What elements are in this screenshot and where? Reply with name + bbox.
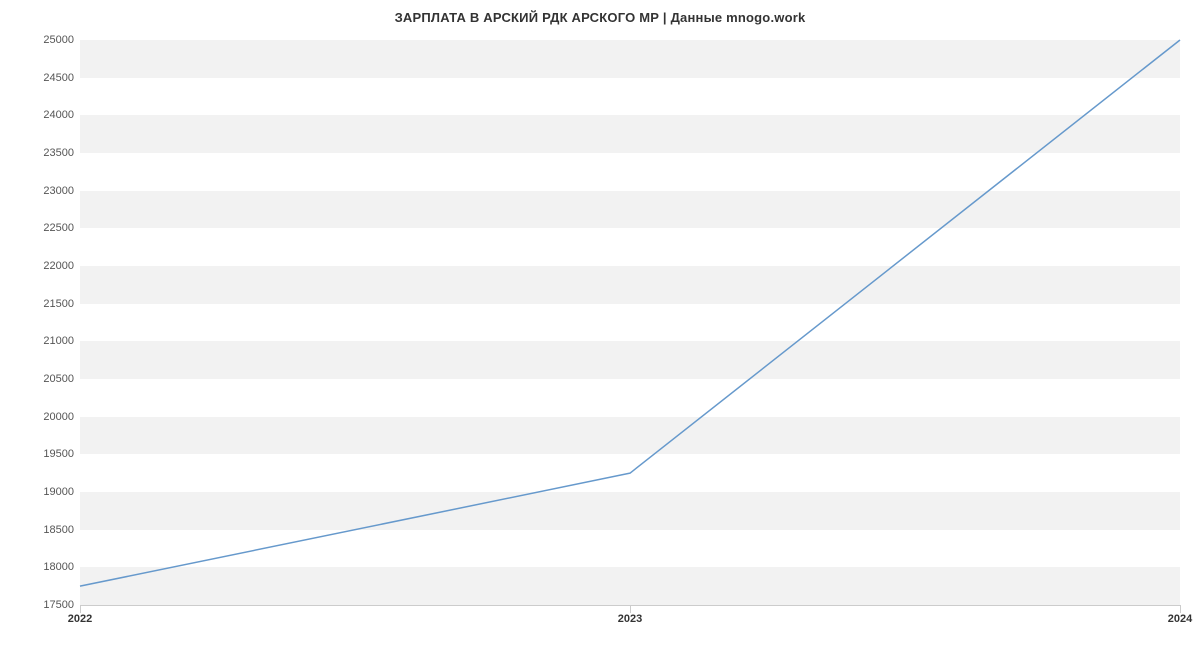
y-tick-label: 22500	[43, 222, 80, 234]
y-tick-label: 21500	[43, 298, 80, 310]
y-tick-label: 18500	[43, 524, 80, 536]
y-tick-label: 23000	[43, 185, 80, 197]
y-tick-label: 25000	[43, 34, 80, 46]
y-tick-label: 21000	[43, 335, 80, 347]
y-tick-label: 23500	[43, 147, 80, 159]
chart-title: ЗАРПЛАТА В АРСКИЙ РДК АРСКОГО МР | Данны…	[0, 10, 1200, 25]
y-tick-label: 20500	[43, 373, 80, 385]
y-tick-label: 18000	[43, 561, 80, 573]
y-tick-label: 22000	[43, 260, 80, 272]
x-tick-label: 2024	[1168, 605, 1192, 625]
line-chart: ЗАРПЛАТА В АРСКИЙ РДК АРСКОГО МР | Данны…	[0, 0, 1200, 650]
x-tick-label: 2023	[618, 605, 642, 625]
line-layer	[80, 40, 1180, 605]
y-tick-label: 19500	[43, 448, 80, 460]
plot-area: 1750018000185001900019500200002050021000…	[80, 40, 1180, 605]
y-tick-label: 19000	[43, 486, 80, 498]
y-tick-label: 24000	[43, 109, 80, 121]
x-tick-label: 2022	[68, 605, 92, 625]
y-tick-label: 24500	[43, 72, 80, 84]
y-tick-label: 20000	[43, 411, 80, 423]
series-line	[80, 40, 1180, 586]
